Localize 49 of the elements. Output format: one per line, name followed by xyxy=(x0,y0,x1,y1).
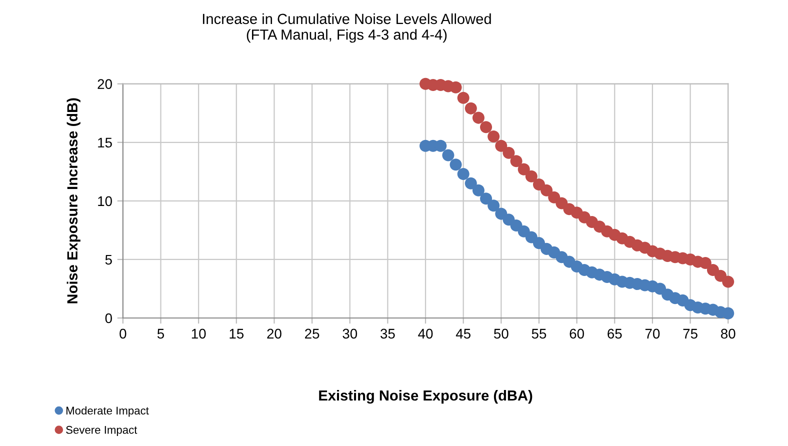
x-tick-label: 35 xyxy=(380,328,395,339)
point xyxy=(488,130,500,143)
x-tick-label: 15 xyxy=(230,328,244,339)
point xyxy=(722,307,734,320)
x-tick-label: 70 xyxy=(645,328,660,339)
point xyxy=(472,112,484,124)
point xyxy=(540,184,553,196)
point xyxy=(464,177,477,190)
point xyxy=(518,163,530,176)
point xyxy=(502,146,515,159)
x-tick-label: 5 xyxy=(157,328,164,339)
x-tick-label: 60 xyxy=(570,328,584,339)
point xyxy=(457,168,470,180)
point xyxy=(699,256,712,269)
chart-title: Increase in Cumulative Noise Levels Allowed (FTA Manual, Figs 4-3 and 4-4) xyxy=(202,13,491,43)
point xyxy=(480,121,492,134)
point xyxy=(510,155,522,168)
point xyxy=(442,149,454,162)
x-tick-label: 75 xyxy=(683,328,698,339)
point xyxy=(464,102,477,114)
x-tick-label: 55 xyxy=(532,328,546,339)
point xyxy=(480,192,492,205)
point xyxy=(495,140,508,152)
legend-label: Severe Impact xyxy=(66,426,138,436)
x-tick-label: 40 xyxy=(418,328,433,339)
point xyxy=(472,184,484,196)
y-tick-label: 10 xyxy=(98,196,112,206)
point xyxy=(457,92,470,104)
x-axis-title: Existing Noise Exposure (dBA) xyxy=(319,390,532,404)
x-tick-label: 65 xyxy=(608,328,622,339)
x-tick-label: 30 xyxy=(342,328,358,339)
point xyxy=(525,170,538,182)
point xyxy=(450,158,462,171)
x-tick-label: 20 xyxy=(267,328,282,339)
legend-label: Moderate Impact xyxy=(66,406,149,417)
point xyxy=(450,81,462,94)
x-tick-label: 0 xyxy=(120,328,126,339)
point xyxy=(488,200,500,212)
y-tick-label: 0 xyxy=(105,313,112,324)
y-axis-title: Noise Exposure Increase (dB) xyxy=(66,98,80,304)
y-tick-label: 5 xyxy=(105,254,112,265)
x-tick-label: 50 xyxy=(494,328,508,339)
x-tick-label: 10 xyxy=(192,328,206,339)
point xyxy=(722,276,734,288)
x-tick-label: 25 xyxy=(305,328,320,339)
x-tick-label: 45 xyxy=(456,328,470,339)
y-tick-label: 20 xyxy=(98,79,112,90)
y-tick-label: 15 xyxy=(98,138,112,148)
x-tick-label: 80 xyxy=(720,328,736,339)
